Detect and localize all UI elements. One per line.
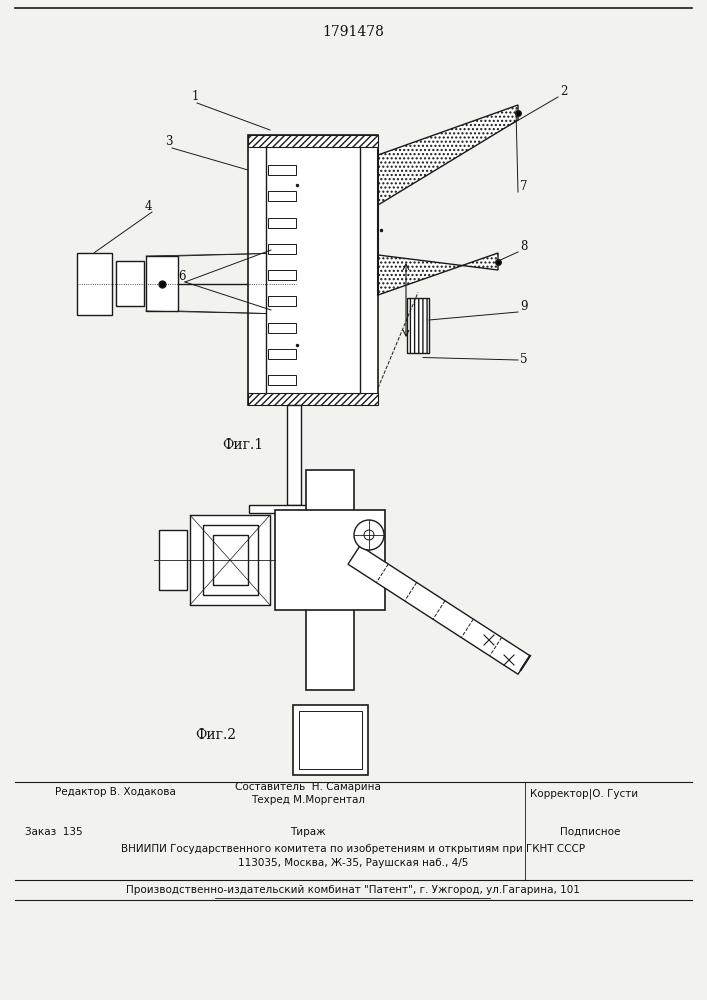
Bar — [202, 525, 257, 595]
Text: Фиг.2: Фиг.2 — [195, 728, 236, 742]
Polygon shape — [378, 253, 498, 295]
Text: Составитель  Н. Самарина: Составитель Н. Самарина — [235, 782, 381, 792]
Text: ВНИИПИ Государственного комитета по изобретениям и открытиям при ГКНТ СССР: ВНИИПИ Государственного комитета по изоб… — [121, 844, 585, 854]
Bar — [77, 252, 112, 314]
Text: Тираж: Тираж — [290, 827, 326, 837]
Text: 3: 3 — [165, 135, 173, 148]
Text: 1: 1 — [192, 90, 199, 103]
Polygon shape — [348, 546, 530, 674]
Text: 5: 5 — [520, 353, 527, 366]
Bar — [248, 393, 378, 405]
Bar — [268, 191, 296, 201]
Bar — [407, 298, 429, 353]
Bar — [146, 256, 178, 311]
Text: 113035, Москва, Ж-35, Раушская наб., 4/5: 113035, Москва, Ж-35, Раушская наб., 4/5 — [238, 858, 468, 868]
Bar — [159, 530, 187, 590]
Bar — [268, 296, 296, 306]
Bar — [268, 375, 296, 385]
Bar — [248, 505, 339, 513]
Text: 7: 7 — [520, 180, 527, 193]
Circle shape — [354, 520, 384, 550]
Text: Производственно-издательский комбинат "Патент", г. Ужгород, ул.Гагарина, 101: Производственно-издательский комбинат "П… — [126, 885, 580, 895]
Text: 9: 9 — [520, 300, 527, 313]
Text: Фиг.1: Фиг.1 — [222, 438, 263, 452]
Text: 1791478: 1791478 — [322, 25, 384, 39]
Circle shape — [364, 530, 374, 540]
Bar — [116, 261, 144, 306]
Bar — [248, 135, 378, 405]
Bar — [286, 405, 300, 505]
Text: 6: 6 — [178, 270, 185, 283]
Polygon shape — [378, 105, 518, 205]
Bar — [268, 218, 296, 228]
Bar — [213, 535, 247, 585]
Text: Редактор В. Ходакова: Редактор В. Ходакова — [55, 787, 176, 797]
Bar — [248, 135, 378, 147]
Text: 8: 8 — [520, 240, 527, 253]
Bar — [275, 510, 385, 610]
Bar — [293, 705, 368, 775]
Text: Заказ  135: Заказ 135 — [25, 827, 83, 837]
Bar — [306, 470, 354, 690]
Bar — [298, 711, 361, 769]
Bar — [268, 244, 296, 254]
Text: 2: 2 — [560, 85, 568, 98]
Bar — [268, 165, 296, 175]
Bar — [268, 323, 296, 333]
Text: Корректор|О. Густи: Корректор|О. Густи — [530, 789, 638, 799]
Bar — [190, 515, 270, 605]
Bar — [268, 349, 296, 359]
Text: Подписное: Подписное — [560, 827, 620, 837]
Bar — [268, 270, 296, 280]
Text: Техред М.Моргентал: Техред М.Моргентал — [251, 795, 365, 805]
Text: 4: 4 — [145, 200, 153, 213]
